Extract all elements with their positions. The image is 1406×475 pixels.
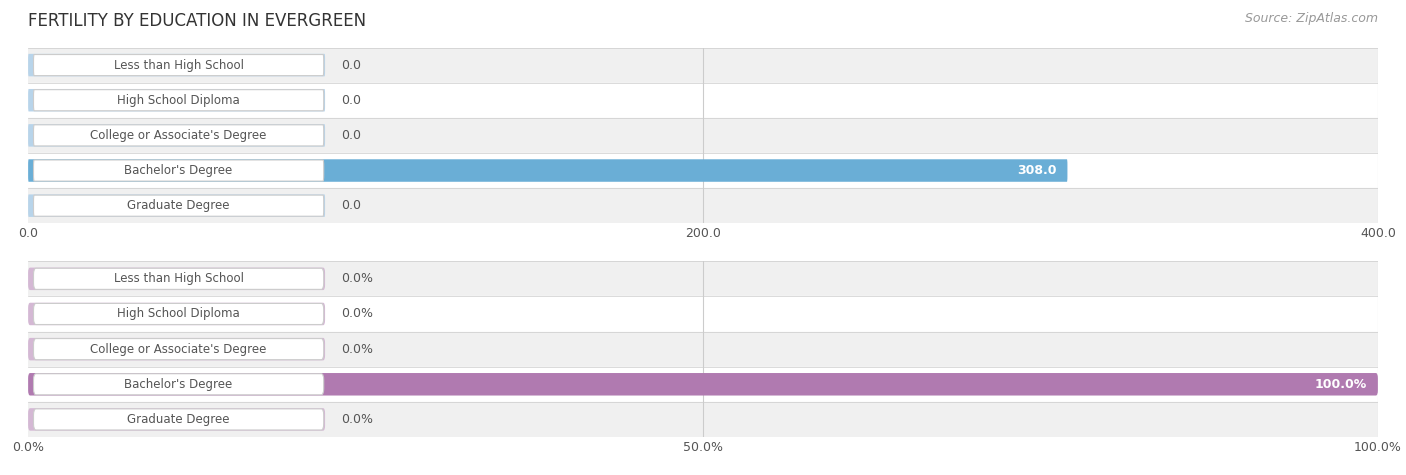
FancyBboxPatch shape [34, 374, 323, 395]
Text: Less than High School: Less than High School [114, 272, 243, 285]
FancyBboxPatch shape [28, 54, 325, 76]
FancyBboxPatch shape [28, 373, 1378, 396]
FancyBboxPatch shape [34, 160, 323, 181]
Bar [28, 367, 1378, 402]
Text: 0.0: 0.0 [342, 94, 361, 107]
Text: Bachelor's Degree: Bachelor's Degree [125, 378, 233, 391]
Bar [28, 332, 1378, 367]
Bar [28, 153, 1378, 188]
Text: 0.0%: 0.0% [342, 307, 373, 321]
Bar [28, 261, 1378, 296]
FancyBboxPatch shape [34, 195, 323, 216]
FancyBboxPatch shape [34, 304, 323, 324]
Bar [28, 48, 1378, 83]
Text: 308.0: 308.0 [1017, 164, 1057, 177]
Text: Source: ZipAtlas.com: Source: ZipAtlas.com [1244, 12, 1378, 25]
Text: FERTILITY BY EDUCATION IN EVERGREEN: FERTILITY BY EDUCATION IN EVERGREEN [28, 12, 366, 30]
FancyBboxPatch shape [28, 124, 325, 147]
Text: High School Diploma: High School Diploma [117, 94, 240, 107]
Bar [28, 188, 1378, 223]
Bar [28, 402, 1378, 437]
FancyBboxPatch shape [34, 409, 323, 430]
FancyBboxPatch shape [34, 90, 323, 111]
FancyBboxPatch shape [34, 125, 323, 146]
FancyBboxPatch shape [28, 267, 325, 290]
Text: College or Associate's Degree: College or Associate's Degree [90, 342, 267, 356]
FancyBboxPatch shape [28, 159, 1067, 182]
Bar [28, 118, 1378, 153]
Text: Graduate Degree: Graduate Degree [128, 413, 229, 426]
Text: High School Diploma: High School Diploma [117, 307, 240, 321]
FancyBboxPatch shape [34, 55, 323, 76]
Bar [28, 296, 1378, 332]
Bar [28, 83, 1378, 118]
Text: 0.0%: 0.0% [342, 342, 373, 356]
Text: 0.0%: 0.0% [342, 413, 373, 426]
Text: Graduate Degree: Graduate Degree [128, 199, 229, 212]
FancyBboxPatch shape [28, 194, 325, 217]
Text: Less than High School: Less than High School [114, 58, 243, 72]
FancyBboxPatch shape [28, 408, 325, 431]
Text: 0.0: 0.0 [342, 58, 361, 72]
Text: College or Associate's Degree: College or Associate's Degree [90, 129, 267, 142]
FancyBboxPatch shape [28, 89, 325, 112]
FancyBboxPatch shape [28, 338, 325, 361]
Text: 0.0: 0.0 [342, 129, 361, 142]
FancyBboxPatch shape [34, 268, 323, 289]
Text: Bachelor's Degree: Bachelor's Degree [125, 164, 233, 177]
Text: 0.0%: 0.0% [342, 272, 373, 285]
FancyBboxPatch shape [28, 303, 325, 325]
Text: 0.0: 0.0 [342, 199, 361, 212]
Text: 100.0%: 100.0% [1315, 378, 1367, 391]
FancyBboxPatch shape [34, 339, 323, 360]
